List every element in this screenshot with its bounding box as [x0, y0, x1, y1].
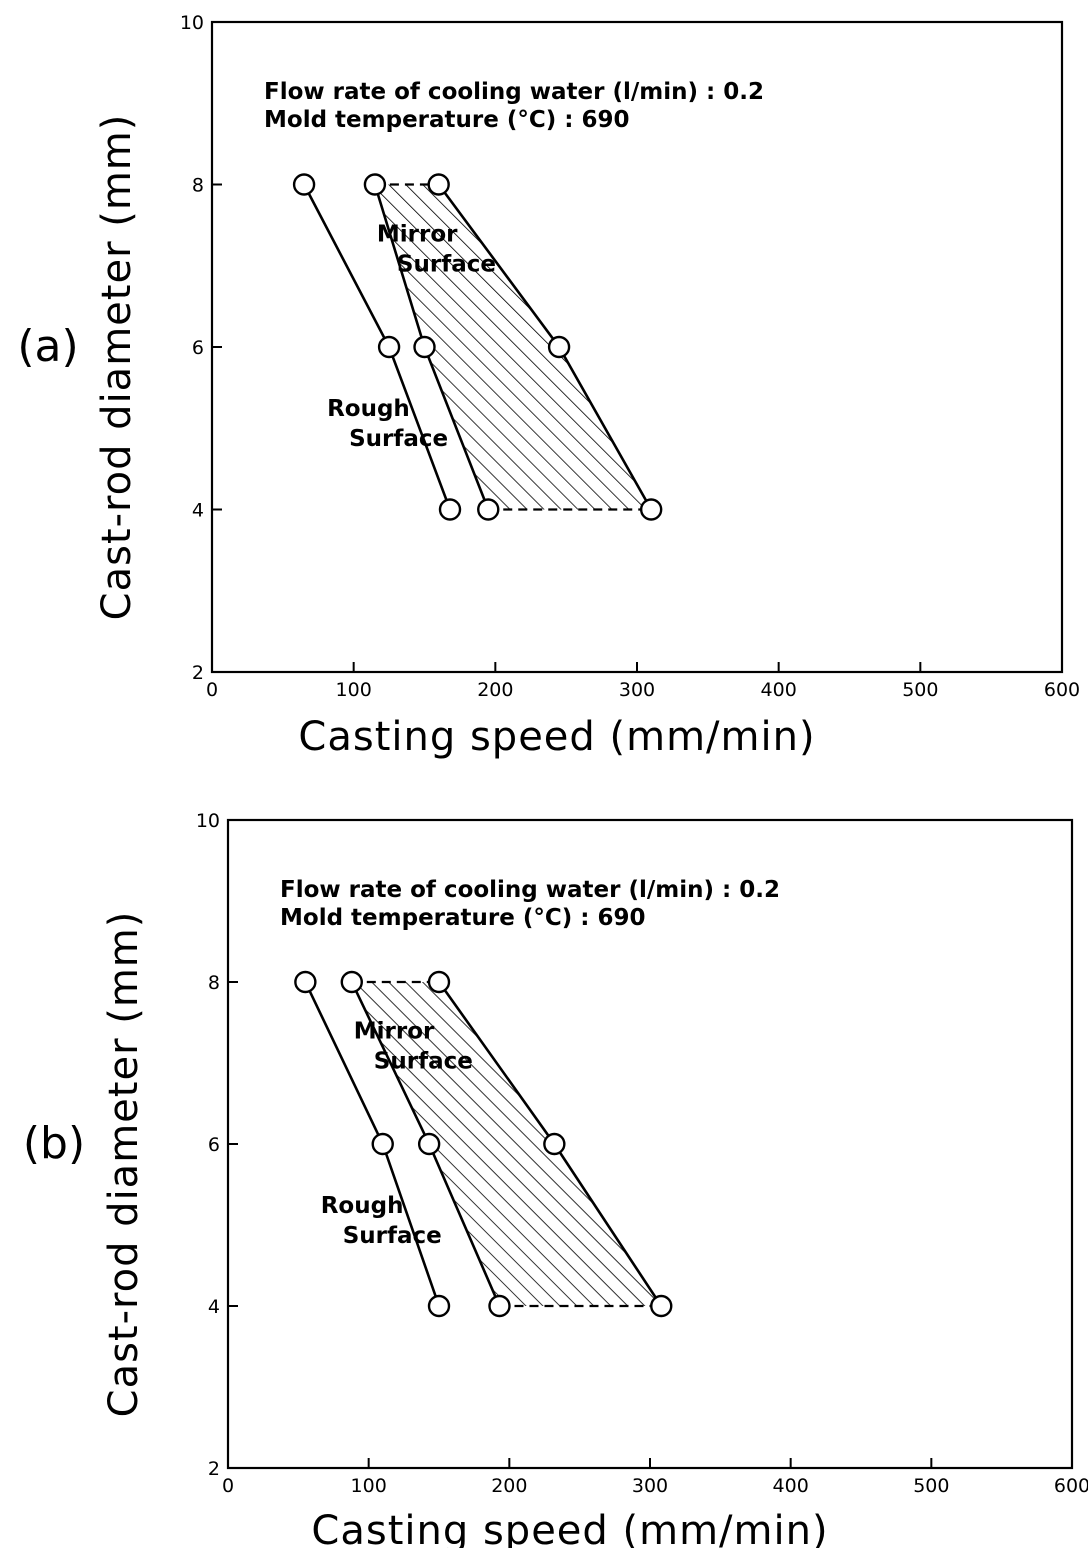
rough-boundary-point: [292, 173, 316, 196]
rough-boundary-point: [438, 498, 462, 521]
y-tick-label: 6: [208, 1134, 220, 1156]
mirror-surface-label: Mirror: [377, 221, 458, 247]
y-tick-label: 10: [180, 12, 204, 34]
mirror-upper-point: [427, 173, 450, 196]
y-tick-label: 2: [208, 1458, 220, 1480]
y-axis-title: Cast-rod diameter (mm): [101, 911, 147, 1418]
mirror-lower-point: [417, 1132, 441, 1156]
y-tick-label: 8: [192, 175, 204, 197]
mirror-surface-label: Mirror: [354, 1019, 435, 1045]
x-tick-label: 600: [1044, 679, 1080, 701]
mirror-upper-point: [427, 970, 451, 994]
x-tick-label: 0: [206, 679, 218, 701]
rough-surface-label: Rough: [327, 396, 410, 422]
rough-surface-label: Surface: [349, 426, 448, 452]
rough-surface-label: Rough: [321, 1193, 404, 1219]
annotation-line-1: Flow rate of cooling water (l/min) : 0.2: [280, 877, 780, 903]
annotation-line-2: Mold temperature (°C) : 690: [280, 905, 645, 931]
mirror-upper-point: [650, 1294, 673, 1318]
mirror-lower-point: [340, 970, 363, 994]
mirror-upper-point: [639, 498, 663, 521]
x-tick-label: 500: [913, 1475, 949, 1497]
y-tick-label: 6: [192, 337, 204, 359]
y-tick-label: 4: [208, 1296, 220, 1318]
y-tick-label: 4: [192, 500, 204, 522]
x-tick-label: 0: [222, 1475, 234, 1497]
x-tick-label: 500: [902, 679, 938, 701]
mirror-upper-point: [547, 335, 571, 359]
x-axis-title: Casting speed (mm/min): [311, 1508, 828, 1548]
mirror-upper-point: [543, 1132, 566, 1156]
x-tick-label: 400: [773, 1475, 809, 1497]
panel-label: (b): [23, 1118, 85, 1169]
mirror-lower-point: [363, 173, 387, 196]
mirror-lower-point: [477, 498, 500, 521]
mirror-lower-point: [413, 335, 436, 359]
x-tick-label: 100: [336, 679, 372, 701]
y-tick-label: 2: [192, 662, 204, 684]
chart-panel-a: (a) Flow rate of cooling water (l/min) :…: [17, 12, 1080, 760]
x-tick-label: 300: [619, 679, 655, 701]
mirror-lower-point: [488, 1294, 511, 1318]
x-tick-label: 600: [1054, 1475, 1088, 1497]
rough-boundary-point: [427, 1294, 451, 1318]
y-tick-label: 8: [208, 972, 220, 994]
x-tick-label: 100: [351, 1475, 387, 1497]
annotation-line-2: Mold temperature (°C) : 690: [264, 107, 629, 133]
mirror-surface-label: Surface: [397, 251, 496, 277]
rough-surface-label: Surface: [343, 1223, 442, 1249]
y-axis-title: Cast-rod diameter (mm): [94, 114, 140, 621]
rough-boundary-point: [377, 335, 401, 359]
x-tick-label: 200: [477, 679, 513, 701]
x-axis-title: Casting speed (mm/min): [298, 714, 815, 760]
rough-boundary-point: [371, 1132, 394, 1156]
annotation-line-1: Flow rate of cooling water (l/min) : 0.2: [264, 79, 764, 105]
y-tick-label: 10: [196, 810, 220, 832]
mirror-surface-region: [374, 184, 652, 510]
chart-panel-b: (b) Flow rate of cooling water (l/min) :…: [23, 810, 1088, 1548]
x-tick-label: 300: [632, 1475, 668, 1497]
x-tick-label: 400: [761, 679, 797, 701]
rough-boundary-point: [294, 970, 317, 994]
mirror-surface-region: [351, 982, 662, 1306]
panel-label: (a): [17, 321, 78, 372]
mirror-surface-label: Surface: [374, 1049, 473, 1075]
x-tick-label: 200: [491, 1475, 527, 1497]
